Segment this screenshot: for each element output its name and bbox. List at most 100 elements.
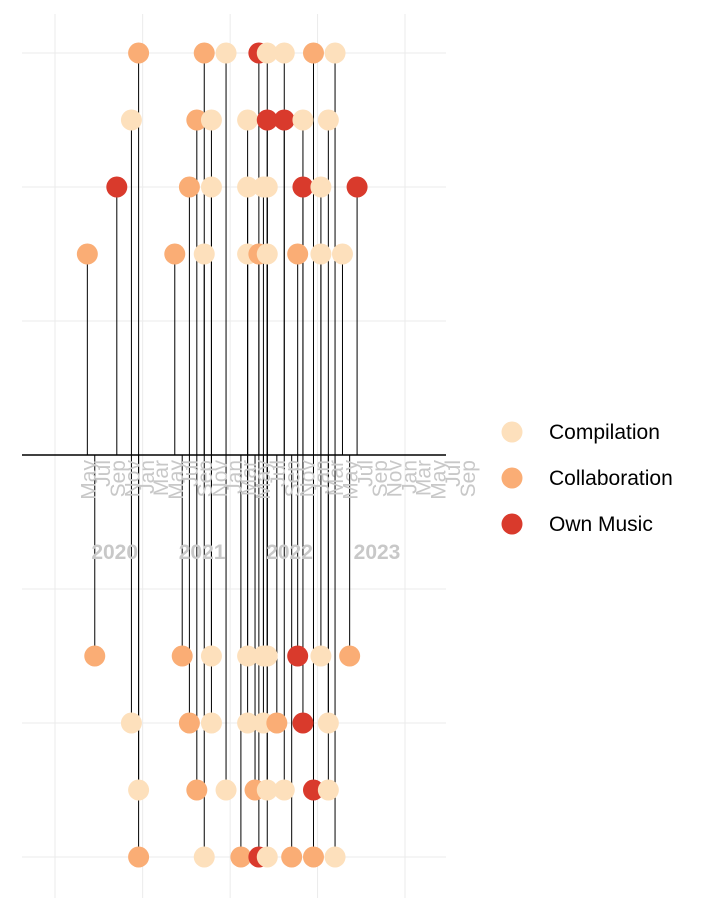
month-tick-label: Jul	[179, 460, 202, 487]
event-point	[292, 176, 314, 198]
month-tick-label: Sep	[369, 460, 392, 497]
event-point	[186, 779, 208, 801]
event-point	[237, 712, 259, 734]
event-point	[339, 645, 361, 667]
event-point	[84, 645, 106, 667]
month-tick-label: May	[340, 460, 363, 500]
month-tick-label: Jan	[398, 460, 421, 494]
event-point	[287, 645, 309, 667]
month-tick-label: Nov	[296, 460, 319, 498]
event-point	[266, 712, 288, 734]
event-point	[292, 109, 314, 131]
event-point	[128, 846, 150, 868]
event-point	[302, 42, 324, 64]
event-point	[120, 109, 142, 131]
legend: Compilation Collaboration Own Music	[501, 421, 673, 536]
event-point	[200, 712, 222, 734]
year-labels: 2020 2021 2022 2023	[91, 541, 400, 564]
legend-label: Compilation	[549, 421, 660, 444]
event-point	[317, 712, 339, 734]
legend-swatch	[501, 467, 523, 489]
month-tick-label: Sep	[457, 460, 480, 497]
month-tick-label: Nov	[209, 460, 232, 498]
event-point	[256, 779, 278, 801]
event-point	[237, 176, 259, 198]
event-point	[215, 779, 237, 801]
month-tick-label: Jul	[267, 460, 290, 487]
month-tick-label: Sep	[194, 460, 217, 497]
event-point	[324, 846, 346, 868]
event-point	[178, 712, 200, 734]
month-tick-labels: MayJulSepNovJanMarMayJulSepNovJanMarMayJ…	[77, 460, 479, 500]
event-point	[120, 712, 142, 734]
event-point	[281, 846, 303, 868]
month-tick-label: Mar	[238, 460, 261, 496]
event-point	[237, 645, 259, 667]
legend-label: Collaboration	[549, 467, 673, 490]
event-point	[310, 645, 332, 667]
event-point	[302, 846, 324, 868]
year-label: 2023	[354, 541, 401, 564]
event-point	[256, 243, 278, 265]
event-point	[76, 243, 98, 265]
event-point	[256, 645, 278, 667]
event-point	[200, 645, 222, 667]
month-tick-label: Mar	[325, 460, 348, 496]
month-tick-label: Sep	[282, 460, 305, 497]
event-point	[273, 109, 295, 131]
event-point	[237, 109, 259, 131]
month-tick-label: Jul	[354, 460, 377, 487]
month-tick-label: Jan	[311, 460, 334, 494]
event-point	[193, 243, 215, 265]
event-point	[256, 109, 278, 131]
month-tick-label: May	[165, 460, 188, 500]
month-tick-label: Jul	[92, 460, 115, 487]
legend-label: Own Music	[549, 513, 653, 536]
event-point	[193, 846, 215, 868]
event-point	[317, 109, 339, 131]
month-tick-label: Nov	[384, 460, 407, 498]
event-point	[317, 779, 339, 801]
event-point	[230, 846, 252, 868]
event-point	[128, 779, 150, 801]
event-point	[292, 712, 314, 734]
month-tick-label: May	[427, 460, 450, 500]
event-point	[256, 846, 278, 868]
event-point	[346, 176, 368, 198]
month-tick-label: Jul	[442, 460, 465, 487]
event-point	[186, 109, 208, 131]
event-point	[164, 243, 186, 265]
event-point	[171, 645, 193, 667]
grid-lines	[22, 14, 446, 898]
month-tick-label: Sep	[107, 460, 130, 497]
legend-swatch	[501, 513, 523, 535]
event-point	[324, 42, 346, 64]
event-point	[256, 42, 278, 64]
event-point	[128, 42, 150, 64]
event-point	[200, 176, 222, 198]
year-label: 2020	[91, 541, 138, 564]
event-point	[193, 42, 215, 64]
year-label: 2022	[266, 541, 313, 564]
event-point	[215, 42, 237, 64]
event-point	[256, 176, 278, 198]
year-label: 2021	[179, 541, 226, 564]
event-point	[310, 243, 332, 265]
event-point	[302, 779, 324, 801]
event-point	[273, 42, 295, 64]
month-tick-label: Mar	[150, 460, 173, 496]
event-point	[287, 243, 309, 265]
month-tick-label: Jan	[223, 460, 246, 494]
event-point	[200, 109, 222, 131]
month-tick-label: Mar	[413, 460, 436, 496]
event-point	[106, 176, 128, 198]
month-tick-label: Nov	[121, 460, 144, 498]
event-point	[310, 176, 332, 198]
month-tick-label: May	[252, 460, 275, 500]
month-tick-label: May	[77, 460, 100, 500]
event-point	[273, 779, 295, 801]
month-tick-label: Jan	[136, 460, 159, 494]
legend-swatch	[501, 421, 523, 443]
event-point	[178, 176, 200, 198]
